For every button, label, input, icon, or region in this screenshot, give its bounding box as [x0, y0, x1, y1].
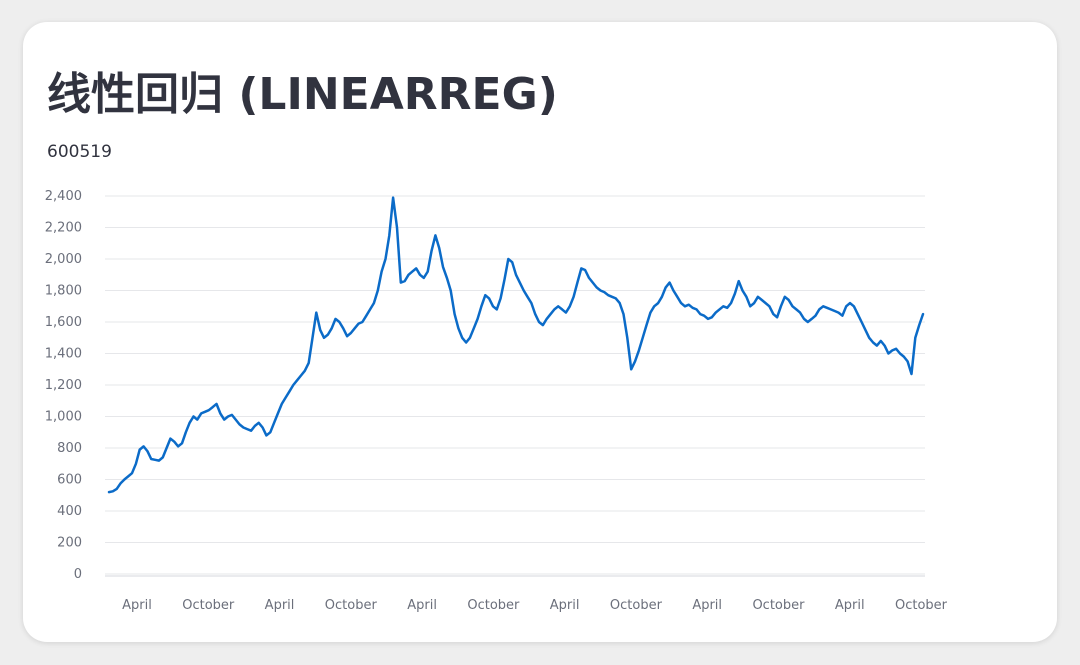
x-tick-label: October: [752, 598, 805, 613]
x-axis: April October April October April October Apri…: [122, 598, 948, 613]
x-tick-label: April: [122, 598, 152, 613]
y-tick-label: 2,200: [45, 221, 82, 236]
x-tick-label: April: [407, 598, 437, 613]
x-tick-label: April: [692, 598, 722, 613]
y-tick-label: 400: [57, 504, 82, 519]
x-tick-label: October: [610, 598, 663, 613]
y-tick-label: 1,600: [45, 315, 82, 330]
page-title: 线性回归 (LINEARREG): [47, 69, 558, 120]
x-tick-label: April: [265, 598, 295, 613]
chart-card: [23, 22, 1057, 642]
y-tick-label: 2,400: [45, 189, 82, 204]
y-axis: 0 200 400 600 800 1,000 1,200 1,400 1,600 1,800 2,…: [45, 189, 82, 582]
x-tick-label: October: [325, 598, 378, 613]
y-tick-label: 2,000: [45, 252, 82, 267]
y-tick-label: 0: [74, 567, 82, 582]
y-tick-label: 1,800: [45, 284, 82, 299]
x-tick-label: April: [835, 598, 865, 613]
chart-grid: [105, 195, 925, 577]
chart-subtitle: 600519: [47, 142, 112, 162]
x-tick-label: April: [550, 598, 580, 613]
y-tick-label: 800: [57, 441, 82, 456]
series-line: [107, 196, 925, 494]
y-tick-label: 200: [57, 536, 82, 551]
y-tick-label: 1,400: [45, 347, 82, 362]
y-tick-label: 600: [57, 473, 82, 488]
x-tick-label: October: [182, 598, 235, 613]
x-tick-label: October: [895, 598, 948, 613]
y-tick-label: 1,000: [45, 410, 82, 425]
x-tick-label: October: [467, 598, 520, 613]
y-tick-label: 1,200: [45, 378, 82, 393]
